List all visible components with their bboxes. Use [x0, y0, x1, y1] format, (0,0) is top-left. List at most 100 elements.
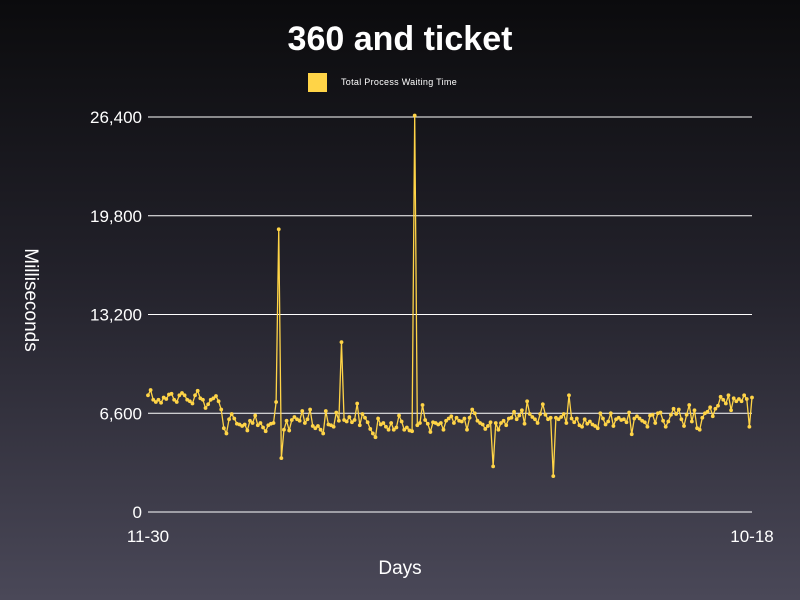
data-point: [399, 419, 404, 424]
data-point: [470, 407, 475, 412]
data-point: [569, 416, 574, 421]
data-point: [370, 431, 375, 436]
data-point: [496, 427, 501, 432]
data-point: [206, 402, 211, 407]
data-point: [344, 419, 349, 424]
data-point: [174, 400, 179, 404]
data-point: [316, 424, 320, 428]
data-point: [737, 397, 741, 401]
data-point: [684, 412, 689, 417]
data-point: [250, 421, 255, 425]
data-point: [527, 412, 532, 416]
data-point: [313, 426, 318, 431]
data-point: [465, 427, 469, 432]
data-point: [679, 417, 684, 422]
legend: Total Process Waiting Time: [308, 72, 457, 92]
data-point: [635, 414, 639, 419]
data-point: [585, 421, 590, 426]
data-point: [459, 419, 464, 424]
data-point: [347, 415, 352, 419]
data-point: [472, 411, 477, 416]
data-point: [420, 403, 425, 407]
data-point: [397, 413, 401, 418]
data-point: [232, 416, 237, 421]
data-point: [410, 429, 414, 434]
data-point: [564, 421, 569, 425]
chart-title: 360 and ticket: [287, 20, 513, 58]
data-point: [229, 412, 234, 416]
data-point: [491, 464, 496, 469]
data-point: [645, 424, 650, 429]
data-point: [653, 421, 658, 425]
data-point: [582, 417, 587, 422]
data-point: [248, 418, 252, 423]
y-tick-label: 26,400: [90, 108, 142, 127]
data-point: [201, 397, 205, 402]
legend-label: Total Process Waiting Time: [341, 77, 458, 87]
data-point: [245, 428, 250, 433]
data-point: [193, 393, 197, 398]
gridlines: [148, 116, 752, 513]
data-point: [336, 418, 341, 423]
y-tick-label: 19,800: [90, 207, 142, 226]
data-point: [276, 227, 281, 232]
data-point: [750, 395, 754, 400]
data-point: [428, 430, 433, 434]
data-points: [146, 113, 754, 478]
x-axis-label: Days: [378, 558, 422, 579]
data-point: [601, 416, 605, 421]
data-point: [305, 417, 310, 422]
data-point: [587, 419, 592, 424]
data-point: [261, 425, 265, 430]
data-point: [216, 399, 221, 404]
data-point: [242, 422, 247, 427]
data-point: [423, 418, 428, 422]
data-point: [621, 417, 626, 422]
data-point: [692, 408, 697, 413]
data-point: [543, 412, 548, 417]
data-point: [580, 424, 584, 429]
data-point: [671, 406, 676, 411]
data-point: [517, 413, 522, 418]
data-point: [700, 415, 705, 420]
data-point: [462, 416, 467, 421]
data-point: [739, 399, 744, 404]
data-point: [177, 393, 182, 398]
data-point: [676, 407, 681, 412]
data-point: [713, 406, 718, 411]
data-point: [530, 415, 535, 419]
data-point: [284, 418, 289, 423]
data-point: [368, 427, 373, 431]
data-point: [415, 423, 420, 428]
data-point: [483, 427, 488, 431]
data-point: [146, 393, 150, 398]
data-point: [180, 391, 184, 395]
data-point: [355, 401, 360, 406]
data-point: [441, 427, 446, 432]
data-point: [593, 424, 598, 428]
data-point: [360, 412, 365, 416]
data-point: [452, 421, 456, 425]
data-point: [661, 418, 665, 423]
data-point: [512, 409, 516, 414]
data-point: [446, 416, 451, 421]
data-point: [744, 397, 749, 401]
data-point: [221, 426, 226, 431]
y-tick-label: 6,600: [99, 404, 142, 423]
data-point: [381, 421, 386, 425]
data-point: [480, 422, 485, 427]
y-tick-label: 0: [133, 503, 142, 522]
data-point: [525, 399, 530, 404]
data-point: [493, 421, 498, 425]
data-point: [224, 431, 229, 436]
data-point: [203, 406, 208, 410]
data-point: [308, 407, 313, 412]
data-point: [687, 403, 692, 407]
data-point: [151, 397, 156, 402]
y-axis-label: Milliseconds: [20, 248, 41, 352]
data-point: [187, 399, 192, 404]
data-point: [669, 412, 673, 417]
data-point: [611, 424, 616, 428]
data-point: [454, 415, 459, 420]
